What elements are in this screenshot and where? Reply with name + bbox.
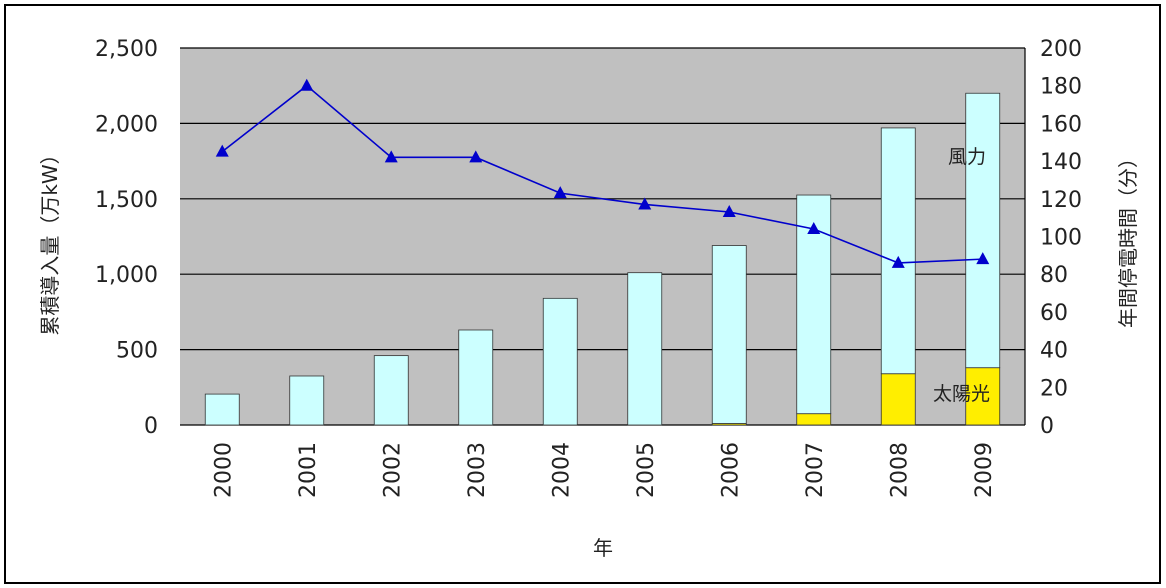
- right-tick-label: 40: [1040, 339, 1068, 364]
- bar-wind: [880, 127, 916, 375]
- left-tick-label: 2,000: [95, 112, 158, 137]
- bar-wind: [458, 329, 494, 426]
- right-tick-label: 180: [1040, 75, 1082, 100]
- bar-wind: [373, 355, 409, 426]
- outage-point: [384, 150, 398, 163]
- left-tick-label: 2,500: [95, 37, 158, 62]
- left-axis-ticks: 0 500 1,000 1,500 2,000 2,500: [95, 37, 158, 439]
- x-tick-label: 2009: [972, 442, 997, 498]
- x-tick-label: 2003: [465, 442, 490, 498]
- right-tick-label: 20: [1040, 376, 1068, 401]
- bars: [204, 92, 1001, 426]
- outage-point: [638, 197, 652, 210]
- x-tick-label: 2008: [887, 442, 912, 498]
- outage-point: [553, 186, 567, 199]
- left-axis-title: 累積導入量（万kW）: [38, 144, 62, 335]
- outage-point: [300, 78, 314, 91]
- left-tick-label: 0: [144, 414, 158, 439]
- outage-point: [469, 150, 483, 163]
- x-tick-label: 2002: [380, 442, 405, 498]
- right-tick-label: 60: [1040, 301, 1068, 326]
- bar-wind: [965, 92, 1001, 369]
- right-tick-label: 160: [1040, 112, 1082, 137]
- solar-annotation: 太陽光: [933, 383, 990, 405]
- x-tick-label: 2005: [634, 442, 659, 498]
- x-tick-label: 2004: [549, 442, 574, 498]
- right-tick-label: 120: [1040, 188, 1082, 213]
- x-tick-label: 2001: [296, 442, 321, 498]
- x-tick-label: 2007: [803, 442, 828, 498]
- right-axis-title: 年間停電時間（分）: [1116, 148, 1140, 328]
- right-axis-ticks: 0 20 40 60 80 100 120 140 160 180 200: [1040, 37, 1082, 439]
- x-tick-label: 2000: [211, 442, 236, 498]
- bar-wind: [627, 272, 663, 426]
- outage-point: [891, 255, 905, 268]
- right-tick-label: 80: [1040, 263, 1068, 288]
- bar-solar: [796, 413, 832, 426]
- right-tick-label: 0: [1040, 414, 1054, 439]
- bar-wind: [542, 297, 578, 426]
- right-tick-label: 100: [1040, 226, 1082, 251]
- left-tick-label: 1,000: [95, 263, 158, 288]
- right-tick-label: 140: [1040, 150, 1082, 175]
- wind-annotation: 風力: [948, 146, 986, 168]
- x-tick-label: 2006: [718, 442, 743, 498]
- bar-wind: [204, 393, 240, 426]
- outage-point: [807, 221, 821, 234]
- outage-point: [215, 144, 229, 157]
- line-series: [215, 78, 990, 268]
- x-axis-title: 年: [593, 536, 613, 560]
- right-tick-label: 200: [1040, 37, 1082, 62]
- bar-wind: [711, 245, 747, 424]
- left-tick-label: 500: [116, 339, 158, 364]
- outage-line: [221, 84, 983, 264]
- bar-solar: [880, 373, 916, 426]
- bar-wind: [289, 375, 325, 426]
- left-tick-label: 1,500: [95, 188, 158, 213]
- x-axis-ticks: 2000 2001 2002 2003 2004 2005 2006 2007 2008 2009: [211, 442, 997, 498]
- outage-point: [722, 204, 736, 217]
- outage-point: [976, 252, 990, 265]
